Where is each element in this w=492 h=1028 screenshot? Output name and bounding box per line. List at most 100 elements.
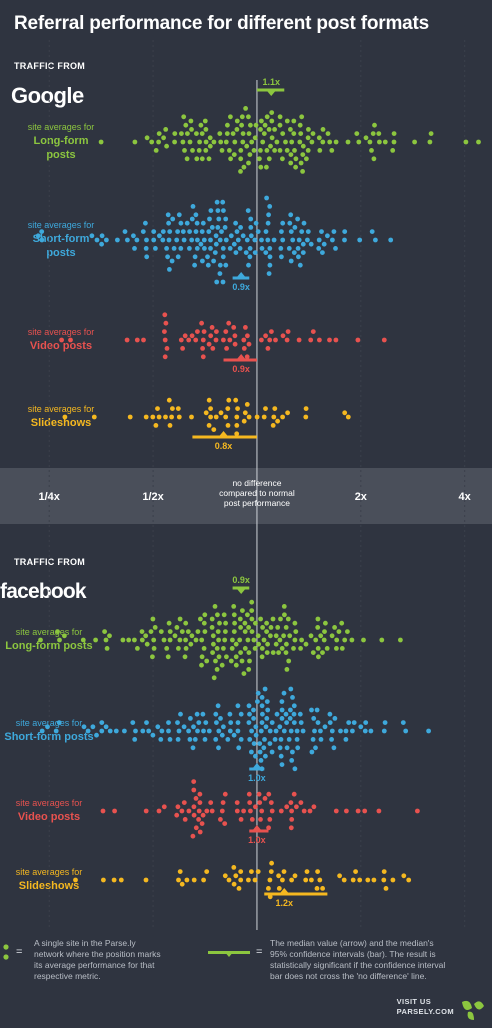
data-point [298, 131, 304, 137]
legend-bar-text: The median value (arrow) and the median'… [270, 938, 446, 981]
data-point [181, 114, 187, 120]
data-point [247, 711, 252, 717]
data-point [161, 135, 167, 141]
data-point [38, 637, 43, 643]
data-point [182, 333, 188, 339]
data-point [214, 279, 220, 285]
data-point [314, 886, 320, 891]
data-point [284, 745, 290, 751]
data-point [274, 139, 280, 145]
data-point [213, 711, 219, 717]
data-point [188, 716, 193, 721]
data-point [286, 737, 292, 742]
data-point [185, 629, 191, 634]
data-point [150, 732, 156, 738]
data-point [204, 869, 210, 874]
data-point [249, 139, 255, 145]
data-point [305, 135, 311, 141]
data-point [252, 135, 258, 141]
data-point [225, 406, 231, 411]
data-point [223, 216, 229, 222]
data-point [133, 728, 138, 734]
data-point [303, 414, 309, 420]
data-point [269, 860, 274, 866]
data-point [164, 143, 170, 149]
data-point [279, 646, 285, 651]
data-point [150, 654, 155, 660]
data-point [99, 233, 105, 239]
data-point [122, 229, 128, 235]
data-point [246, 667, 252, 672]
data-point [218, 139, 224, 145]
data-point [290, 749, 295, 755]
data-point [237, 637, 243, 643]
data-point [228, 114, 233, 120]
data-point [227, 337, 233, 343]
data-point [267, 894, 273, 900]
data-point [216, 216, 222, 222]
data-point [39, 229, 45, 235]
data-point [199, 654, 205, 660]
data-point [197, 829, 203, 835]
data-point [268, 869, 274, 874]
data-point [202, 737, 208, 742]
visit-us-label[interactable]: VISIT US PARSELY.COM [396, 997, 454, 1016]
data-point [113, 728, 119, 734]
data-point [339, 646, 345, 651]
data-point [292, 225, 298, 230]
data-point [191, 724, 196, 730]
data-point [248, 233, 254, 239]
data-point [277, 122, 283, 128]
data-point [231, 865, 237, 870]
data-point [319, 229, 324, 235]
data-point [164, 646, 170, 651]
data-point [270, 423, 276, 428]
data-point [210, 346, 216, 351]
data-point [369, 148, 374, 153]
data-point [238, 650, 244, 655]
data-point [174, 625, 180, 630]
data-point [303, 877, 309, 883]
data-point [245, 208, 251, 214]
data-point [206, 423, 212, 428]
data-point [140, 229, 146, 235]
data-point [239, 122, 245, 128]
data-point [230, 131, 236, 137]
data-point [206, 229, 212, 235]
data-point [115, 237, 120, 243]
parsely-leaf-icon[interactable] [462, 1000, 484, 1020]
data-point [253, 732, 259, 738]
data-point [240, 131, 246, 137]
data-point [234, 118, 240, 124]
data-point [288, 160, 294, 166]
data-point [390, 877, 396, 883]
data-point [233, 641, 239, 647]
data-point [68, 337, 73, 343]
data-point [342, 637, 348, 643]
google-logo: Google [11, 83, 84, 108]
data-point [197, 791, 203, 797]
data-point [345, 414, 351, 420]
data-point [267, 877, 273, 883]
data-point [225, 423, 231, 428]
data-point [251, 741, 257, 746]
data-point [258, 148, 263, 153]
data-point [266, 156, 272, 162]
data-point [308, 337, 314, 343]
data-point [324, 646, 330, 651]
data-point [203, 148, 209, 153]
data-point [218, 410, 224, 416]
data-point [57, 637, 62, 643]
data-point [285, 329, 291, 334]
data-point [175, 804, 181, 810]
data-point [317, 148, 323, 153]
data-point [215, 629, 221, 634]
data-point [297, 711, 303, 717]
data-point [170, 216, 176, 222]
data-point [227, 728, 233, 734]
data-point [160, 237, 166, 243]
data-point [358, 724, 364, 730]
data-point [379, 637, 385, 643]
data-point [316, 135, 322, 141]
data-point [309, 749, 315, 755]
